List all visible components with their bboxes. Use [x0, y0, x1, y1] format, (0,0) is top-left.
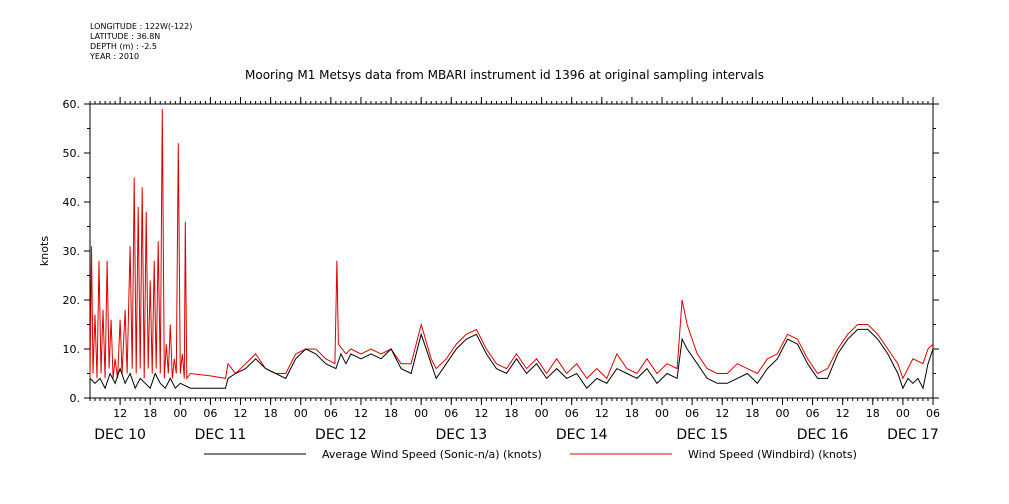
legend: Average Wind Speed (Sonic-n/a) (knots) W…	[204, 448, 857, 461]
y-tick-label: 50.	[63, 147, 81, 160]
x-tick-label: 18	[143, 407, 157, 420]
x-tick-label: 06	[685, 407, 699, 420]
y-tick-label: 10.	[63, 343, 81, 356]
chart-title: Mooring M1 Metsys data from MBARI instru…	[245, 68, 764, 82]
x-tick-label: 18	[264, 407, 278, 420]
meta-longitude: LONGITUDE : 122W(-122)	[90, 22, 193, 31]
x-tick-label: 12	[715, 407, 729, 420]
y-tick-label: 20.	[63, 294, 81, 307]
x-tick-label: 18	[866, 407, 880, 420]
x-tick-label: 18	[745, 407, 759, 420]
x-day-label: DEC 13	[435, 427, 487, 443]
x-day-label: DEC 10	[94, 427, 146, 443]
y-tick-label: 60.	[63, 98, 81, 111]
legend-label-windbird: Wind Speed (Windbird) (knots)	[688, 448, 857, 461]
x-tick-label: 00	[775, 407, 789, 420]
y-axis: 0. 10. 20. 30. 40. 50. 60.	[63, 98, 939, 405]
y-tick-label: 0.	[70, 392, 81, 405]
x-tick-label: 18	[505, 407, 519, 420]
y-axis-label: knots	[38, 236, 51, 266]
x-tick-label: 00	[655, 407, 669, 420]
series-line-windbird	[89, 108, 934, 380]
x-tick-label: 06	[324, 407, 338, 420]
x-tick-label: 00	[294, 407, 308, 420]
x-day-label: DEC 16	[797, 427, 849, 443]
x-day-label: DEC 14	[556, 427, 608, 443]
x-tick-label: 12	[836, 407, 850, 420]
plot-frame	[89, 103, 934, 399]
x-day-label: DEC 15	[676, 427, 728, 443]
legend-label-average: Average Wind Speed (Sonic-n/a) (knots)	[322, 448, 542, 461]
x-tick-label: 06	[565, 407, 579, 420]
meta-depth: DEPTH (m) : -2.5	[90, 42, 157, 51]
metadata-block: LONGITUDE : 122W(-122) LATITUDE : 36.8N …	[90, 22, 192, 62]
x-tick-label: 12	[474, 407, 488, 420]
x-day-label: DEC 11	[195, 427, 247, 443]
x-axis: 12 18 00 06 12 18 00 06 12 18 00 06 12 18 00 06 12 18 00 06…	[89, 97, 940, 443]
x-tick-label: 12	[595, 407, 609, 420]
x-day-label: DEC 12	[315, 427, 367, 443]
meta-latitude: LATITUDE : 36.8N	[90, 32, 161, 41]
x-tick-label: 06	[926, 407, 940, 420]
x-tick-label: 18	[625, 407, 639, 420]
y-tick-label: 30.	[63, 245, 81, 258]
x-tick-label: 12	[113, 407, 127, 420]
y-tick-label: 40.	[63, 196, 81, 209]
x-tick-label: 12	[234, 407, 248, 420]
series-line-average-wind	[89, 328, 934, 390]
x-tick-label: 18	[384, 407, 398, 420]
x-tick-label: 00	[414, 407, 428, 420]
x-tick-label: 06	[203, 407, 217, 420]
x-tick-label: 00	[173, 407, 187, 420]
x-tick-label: 06	[444, 407, 458, 420]
meta-year: YEAR : 2010	[90, 52, 140, 61]
x-tick-label: 06	[806, 407, 820, 420]
data-series	[89, 108, 934, 390]
x-tick-label: 12	[354, 407, 368, 420]
x-tick-label: 00	[535, 407, 549, 420]
x-day-label: DEC 17	[887, 427, 939, 443]
x-tick-label: 00	[896, 407, 910, 420]
